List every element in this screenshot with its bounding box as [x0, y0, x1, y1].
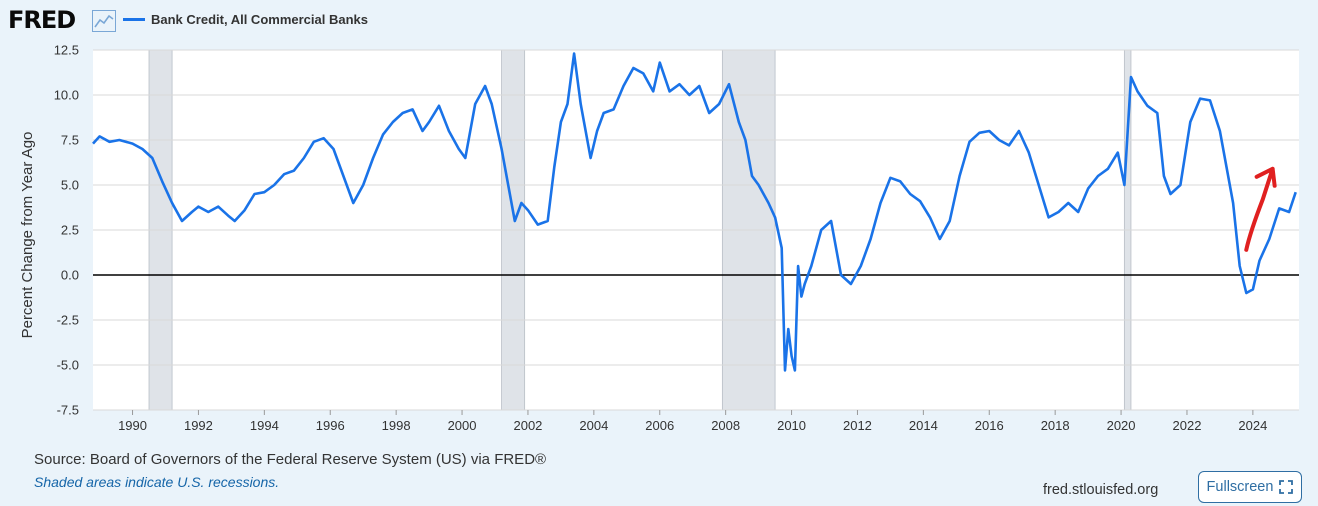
line-chart-icon — [92, 10, 116, 32]
series-line — [92, 52, 1297, 372]
grid-lines — [93, 49, 1299, 411]
x-axis-ticks: 1990 1992 1994 1996 1998 2000 2002 2004 2006 2008… — [118, 410, 1267, 433]
y-tick-label: 7.5 — [61, 133, 79, 148]
x-tick-label: 2016 — [975, 418, 1004, 433]
x-tick-label: 1992 — [184, 418, 213, 433]
fred-logo[interactable]: FRED — [8, 6, 76, 34]
x-tick-label: 2022 — [1173, 418, 1202, 433]
x-tick-label: 1990 — [118, 418, 147, 433]
y-tick-label: -7.5 — [57, 403, 79, 418]
y-tick-label: -5.0 — [57, 358, 79, 373]
x-tick-label: 2004 — [579, 418, 608, 433]
fullscreen-button[interactable]: Fullscreen — [1198, 471, 1302, 503]
x-tick-label: 2010 — [777, 418, 806, 433]
legend-swatch — [123, 18, 145, 21]
recession-note: Shaded areas indicate U.S. recessions. — [34, 474, 280, 490]
fred-url[interactable]: fred.stlouisfed.org — [1043, 482, 1159, 498]
legend-label: Bank Credit, All Commercial Banks — [151, 12, 368, 27]
y-tick-label: 12.5 — [54, 43, 79, 58]
x-tick-label: 2000 — [448, 418, 477, 433]
y-tick-label: 2.5 — [61, 223, 79, 238]
y-tick-label: 0.0 — [61, 268, 79, 283]
y-tick-label: -2.5 — [57, 313, 79, 328]
chart-header: FRED Bank Credit, All Commercial Banks — [0, 0, 1318, 44]
x-tick-label: 2014 — [909, 418, 938, 433]
y-tick-label: 10.0 — [54, 88, 79, 103]
x-tick-label: 2002 — [513, 418, 542, 433]
x-tick-label: 1994 — [250, 418, 279, 433]
y-tick-label: 5.0 — [61, 178, 79, 193]
x-tick-label: 2024 — [1238, 418, 1267, 433]
annotation-arrow — [1244, 166, 1277, 252]
x-tick-label: 2008 — [711, 418, 740, 433]
x-tick-label: 2018 — [1041, 418, 1070, 433]
fullscreen-label: Fullscreen — [1206, 479, 1274, 495]
source-text: Source: Board of Governors of the Federa… — [34, 451, 547, 468]
y-axis-label: Percent Change from Year Ago — [19, 132, 36, 339]
x-tick-label: 2020 — [1107, 418, 1136, 433]
chart-canvas: 12.510.07.55.02.50.0-2.5-5.0-7.5 1990 199… — [19, 43, 1299, 433]
x-tick-label: 2006 — [645, 418, 674, 433]
x-tick-label: 1996 — [316, 418, 345, 433]
chart-legend: Bank Credit, All Commercial Banks — [123, 12, 368, 27]
x-tick-label: 1998 — [382, 418, 411, 433]
x-tick-label: 2012 — [843, 418, 872, 433]
expand-icon — [1279, 480, 1294, 494]
y-axis-ticks: 12.5 10.0 7.5 5.0 2.5 0.0 -2.5 -5.0 -7.5 — [54, 43, 79, 418]
